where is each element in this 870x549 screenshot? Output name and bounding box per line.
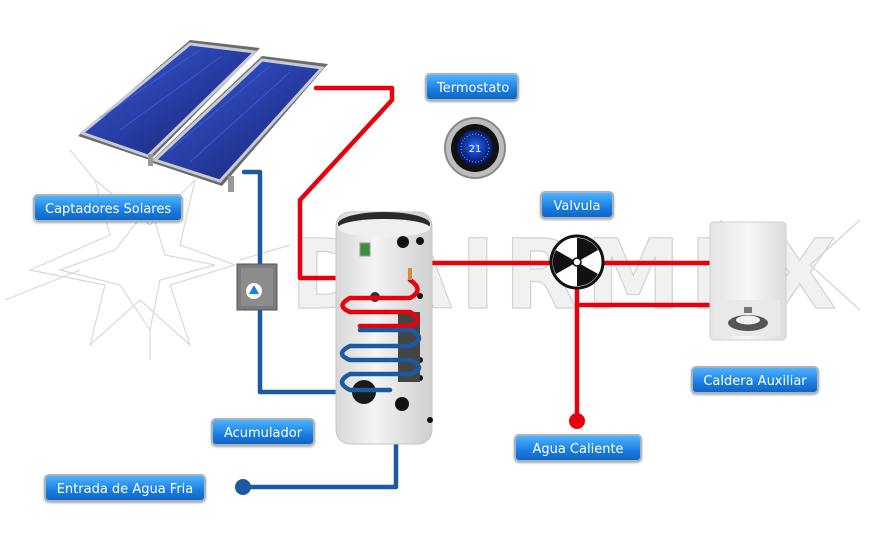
pump-controller xyxy=(236,263,278,311)
label-entrada-agua-fria: Entrada de Agua Fria xyxy=(44,474,206,502)
watermark-logo-icon xyxy=(4,149,291,360)
label-acumulador: Acumulador xyxy=(211,418,315,446)
pump-arrow-icon xyxy=(249,285,259,294)
tank-gauge-icon xyxy=(359,242,371,257)
label-caldera-auxiliar: Caldera Auxiliar xyxy=(691,366,819,394)
label-agua-caliente: Agua Caliente xyxy=(514,434,642,462)
cold-water-inlet-icon xyxy=(235,479,251,495)
thermostat-temperature: 21 xyxy=(469,144,482,155)
valve-icon xyxy=(549,234,605,290)
thermostat-icon: 21 xyxy=(444,117,506,179)
label-captadores-solares: Captadores Solares xyxy=(33,194,183,222)
label-valvula: Valvula xyxy=(540,191,614,219)
storage-tank xyxy=(335,211,433,445)
solar-panels xyxy=(78,40,328,192)
label-termostato: Termostato xyxy=(425,73,519,101)
auxiliary-boiler xyxy=(709,221,787,341)
hot-water-outlet-icon xyxy=(569,413,585,429)
